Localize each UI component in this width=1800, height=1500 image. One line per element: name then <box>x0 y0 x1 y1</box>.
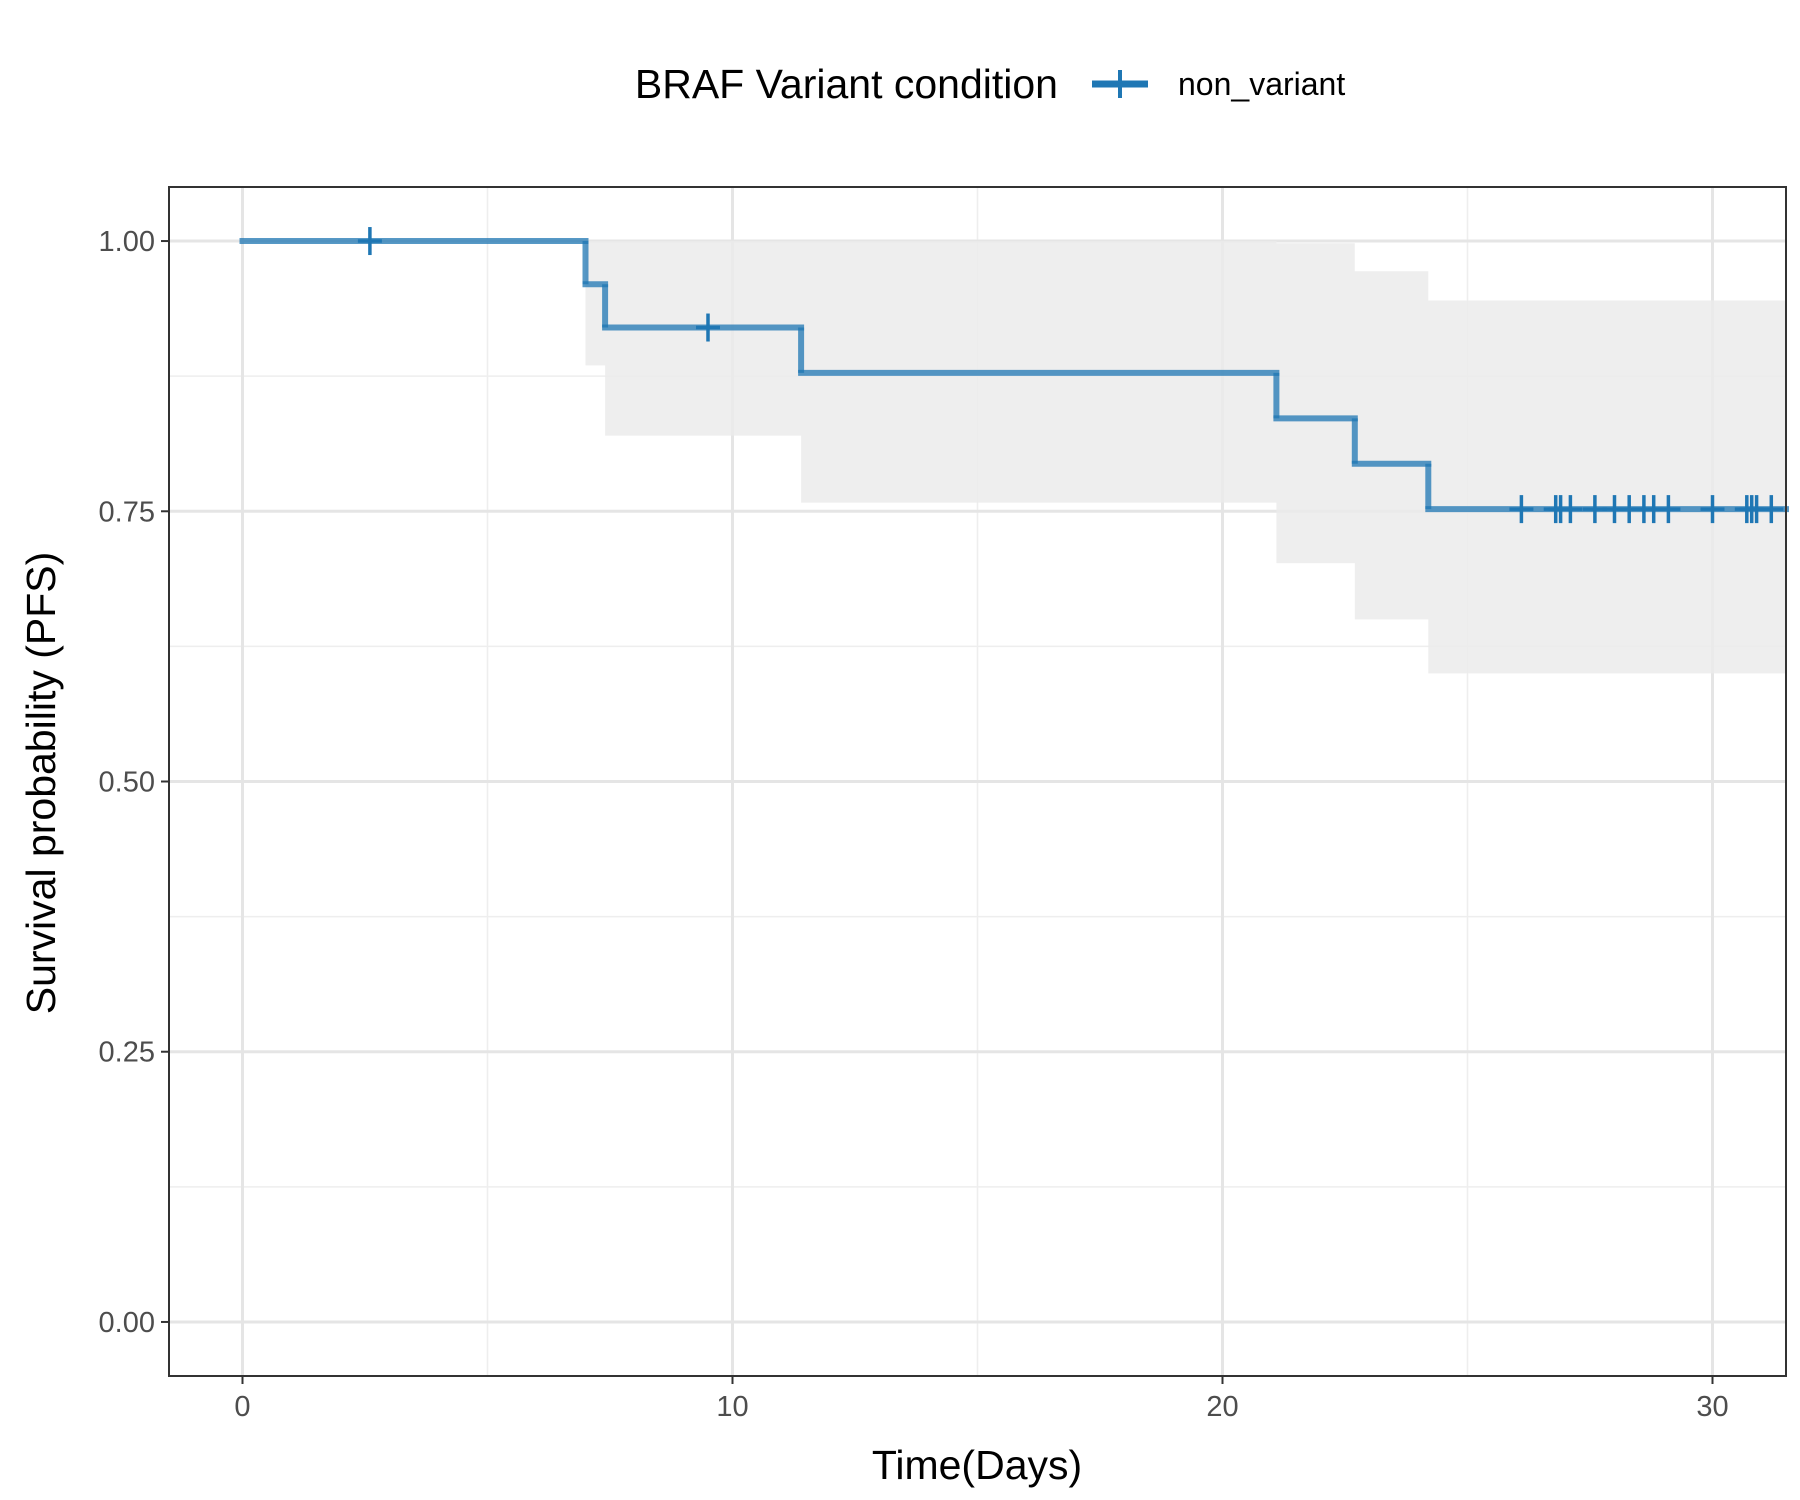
legend-title: BRAF Variant condition <box>635 61 1058 107</box>
x-tick-label: 30 <box>1696 1391 1728 1423</box>
y-tick-label: 0.75 <box>99 496 155 528</box>
x-axis-title: Time(Days) <box>872 1442 1082 1488</box>
ci-band-area <box>242 241 1786 674</box>
y-tick-label: 0.00 <box>99 1307 155 1339</box>
x-tick-label: 20 <box>1206 1391 1238 1423</box>
y-axis-title: Survival probability (PFS) <box>18 552 64 1015</box>
plot-panel <box>168 186 1789 1377</box>
y-tick-label: 1.00 <box>99 226 155 258</box>
x-tick-label: 10 <box>716 1391 748 1423</box>
series-layer <box>239 227 1789 524</box>
x-tick-label: 0 <box>234 1391 250 1423</box>
x-axis: 0 10 20 30 <box>234 1376 1729 1423</box>
y-axis: 0.00 0.25 0.50 0.75 1.00 <box>99 226 169 1339</box>
confidence-band <box>242 241 1786 674</box>
y-tick-label: 0.50 <box>99 767 155 799</box>
legend-label-non-variant: non_variant <box>1178 66 1345 102</box>
y-tick-label: 0.25 <box>99 1037 155 1069</box>
legend: BRAF Variant condition non_variant <box>635 61 1345 107</box>
